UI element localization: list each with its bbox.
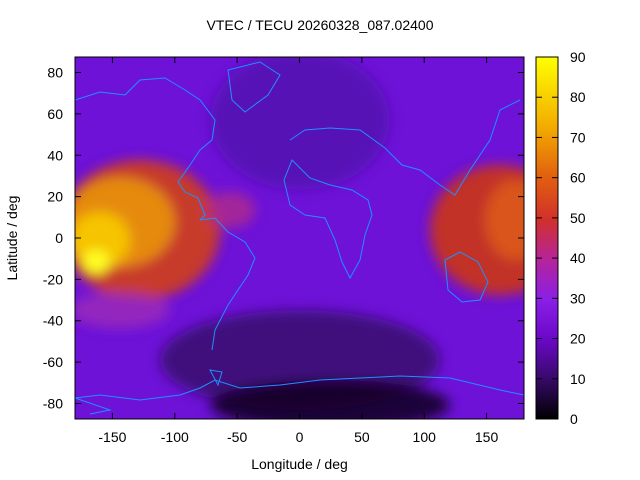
colorbar — [535, 56, 559, 420]
colorbar-tick-label: 40 — [570, 250, 586, 266]
colorbar-axis: 0 10 20 30 40 50 60 70 80 90 — [536, 49, 586, 427]
x-tick-label: -100 — [161, 429, 189, 445]
y-tick-label: -40 — [43, 313, 63, 329]
colorbar-tick-label: 30 — [570, 290, 586, 306]
colorbar-tick-label: 50 — [570, 210, 586, 226]
colorbar-tick-label: 60 — [570, 170, 586, 186]
y-axis-label: Latitude / deg — [4, 195, 20, 281]
y-tick-label: 0 — [55, 230, 63, 246]
y-tick-label: 20 — [47, 189, 63, 205]
x-tick-label: 150 — [475, 429, 499, 445]
colorbar-tick-label: 0 — [570, 411, 578, 427]
coastlines — [75, 61, 524, 415]
colorbar-tick-label: 70 — [570, 129, 586, 145]
x-axis: -150 -100 -50 0 50 100 150 — [98, 57, 498, 445]
x-tick-label: 50 — [354, 429, 370, 445]
y-axis: -80 -60 -40 -20 0 20 40 60 80 — [43, 65, 524, 411]
colorbar-tick-label: 90 — [570, 49, 586, 65]
y-tick-label: -80 — [43, 395, 63, 411]
x-axis-label: Longitude / deg — [251, 456, 348, 472]
y-tick-label: 60 — [47, 106, 63, 122]
x-tick-label: 0 — [296, 429, 304, 445]
x-tick-label: -150 — [98, 429, 126, 445]
colorbar-tick-label: 80 — [570, 89, 586, 105]
vtec-heatmap — [75, 57, 524, 419]
x-tick-label: 100 — [413, 429, 437, 445]
colorbar-tick-label: 20 — [570, 331, 586, 347]
y-tick-label: -60 — [43, 354, 63, 370]
y-tick-label: 80 — [47, 65, 63, 81]
y-tick-label: -20 — [43, 271, 63, 287]
x-tick-label: -50 — [227, 429, 247, 445]
plot-title: VTEC / TECU 20260328_087.02400 — [206, 17, 434, 33]
y-tick-label: 40 — [47, 147, 63, 163]
colorbar-tick-label: 10 — [570, 371, 586, 387]
